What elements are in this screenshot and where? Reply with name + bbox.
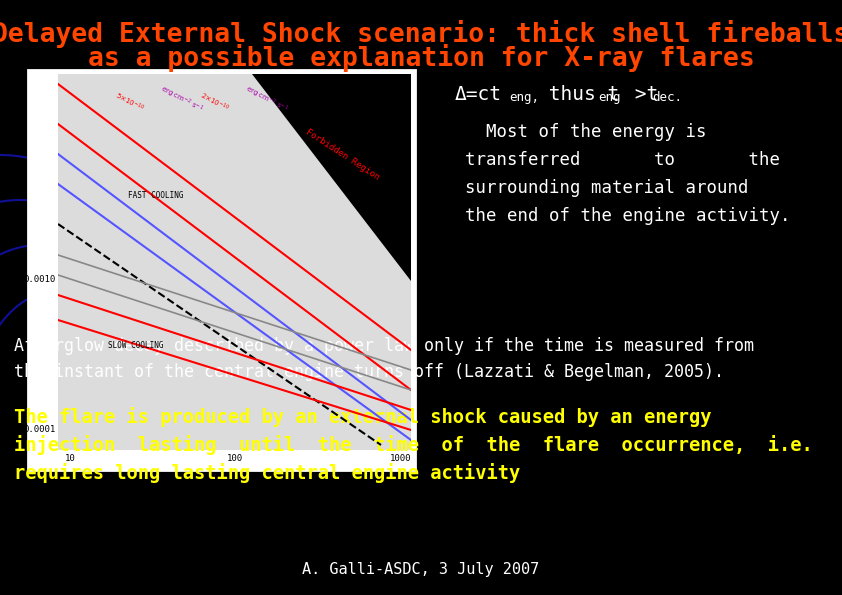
Text: The flare is produced by an external shock caused by an energy: The flare is produced by an external sho… xyxy=(14,407,711,427)
Text: erg cm$^{-2}$ s$^{-1}$: erg cm$^{-2}$ s$^{-1}$ xyxy=(158,83,205,115)
Text: 0.0001: 0.0001 xyxy=(24,425,56,434)
Text: A. Galli-ASDC, 3 July 2007: A. Galli-ASDC, 3 July 2007 xyxy=(302,562,540,577)
Bar xyxy=(28,70,415,470)
Text: 2×10$^{-10}$: 2×10$^{-10}$ xyxy=(198,90,231,114)
Text: Delayed External Shock scenario: thick shell fireballs: Delayed External Shock scenario: thick s… xyxy=(0,20,842,48)
Text: thus t: thus t xyxy=(537,85,619,104)
Text: Most of the energy is: Most of the energy is xyxy=(465,123,706,141)
Text: 1000: 1000 xyxy=(390,454,412,463)
Text: SLOW COOLING: SLOW COOLING xyxy=(108,340,163,349)
Text: injection  lasting  until  the  time  of  the  flare  occurrence,  i.e.: injection lasting until the time of the … xyxy=(14,435,813,455)
Text: Δ=ct: Δ=ct xyxy=(455,85,502,104)
Text: eng,: eng, xyxy=(509,91,539,104)
Text: FAST COOLING: FAST COOLING xyxy=(128,190,184,199)
Text: eng: eng xyxy=(598,91,621,104)
Text: requires long lasting central engine activity: requires long lasting central engine act… xyxy=(14,463,520,483)
Text: 0.0010: 0.0010 xyxy=(24,275,56,284)
Text: erg cm$^{-2}$ s$^{-1}$: erg cm$^{-2}$ s$^{-1}$ xyxy=(243,83,290,115)
Text: as a possible explanation for X-ray flares: as a possible explanation for X-ray flar… xyxy=(88,44,754,72)
Bar xyxy=(58,74,411,450)
Bar xyxy=(58,74,411,450)
Text: 100: 100 xyxy=(226,454,242,463)
Text: the instant of the central engine turns off (Lazzati & Begelman, 2005).: the instant of the central engine turns … xyxy=(14,363,724,381)
Text: 10: 10 xyxy=(65,454,76,463)
Text: >t: >t xyxy=(623,85,658,104)
Polygon shape xyxy=(252,74,411,281)
Text: Forbidden Region: Forbidden Region xyxy=(305,128,381,182)
Text: the end of the engine activity.: the end of the engine activity. xyxy=(465,207,791,225)
Text: transferred       to       the: transferred to the xyxy=(465,151,780,169)
Text: surrounding material around: surrounding material around xyxy=(465,179,749,197)
Text: Afterglow decay described by a power law only if the time is measured from: Afterglow decay described by a power law… xyxy=(14,337,754,355)
Text: 5×10$^{-10}$: 5×10$^{-10}$ xyxy=(113,90,146,114)
Text: dec.: dec. xyxy=(652,91,682,104)
